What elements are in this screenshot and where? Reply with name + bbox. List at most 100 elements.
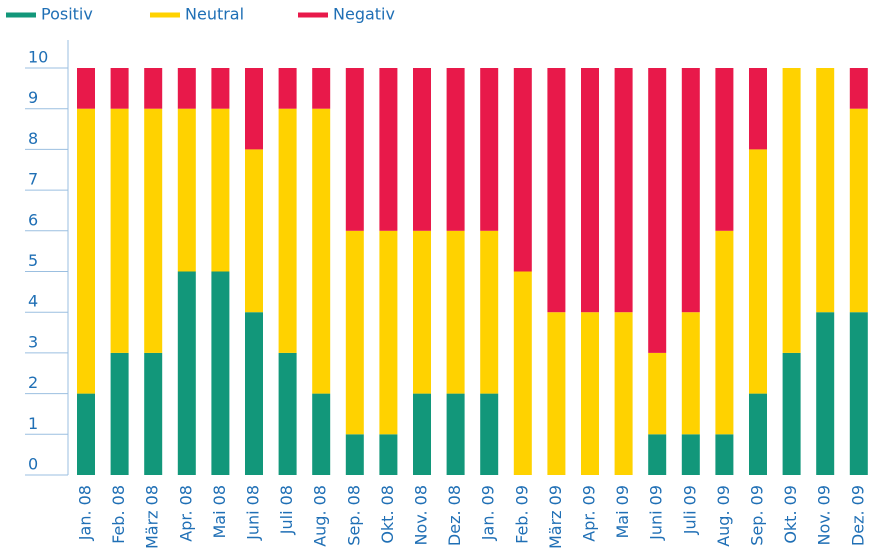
x-tick-label: Apr. 08	[176, 485, 195, 542]
bar-segment	[849, 68, 868, 109]
bar-segment	[110, 68, 129, 109]
bar-segment	[648, 434, 667, 475]
x-tick-label: Dez. 09	[848, 485, 867, 546]
bar-segment	[413, 68, 431, 231]
bar-segment	[513, 68, 532, 272]
bar-segment	[749, 68, 767, 150]
x-tick-label: Sep. 08	[344, 485, 363, 546]
bar-segment	[144, 108, 163, 353]
bar-segment	[413, 393, 431, 475]
x-tick-label: Juni 08	[244, 485, 263, 541]
x-tick-label: Mai 09	[613, 485, 632, 539]
bar-segment	[379, 68, 398, 231]
bar-segment	[749, 393, 767, 475]
x-tick-label: Nov. 08	[412, 485, 431, 546]
bar-segment	[312, 68, 331, 109]
bar-segment	[547, 312, 566, 475]
y-tick-label: 9	[28, 88, 38, 107]
bar-segment	[77, 68, 95, 109]
bar-segment	[110, 108, 129, 353]
y-tick-label: 3	[28, 332, 38, 351]
bar-segment	[715, 434, 734, 475]
bar-segment	[379, 434, 398, 475]
x-tick-label: Feb. 08	[109, 485, 128, 544]
bar-segment	[345, 434, 364, 475]
x-tick-label: Juli 09	[680, 485, 699, 535]
bar-segment	[681, 312, 700, 435]
bar-segment	[480, 68, 499, 231]
bar-segment	[446, 393, 465, 475]
bar-segment	[648, 352, 667, 435]
x-tick-label: Jan. 08	[76, 485, 95, 541]
bar-segment	[110, 352, 129, 475]
bar-segment	[681, 68, 700, 313]
x-tick-label: Juli 08	[277, 485, 296, 535]
bar-segment	[782, 352, 801, 475]
x-tick-label: Aug. 08	[311, 485, 330, 547]
x-tick-label: Juni 09	[647, 485, 666, 541]
x-tick-label: Dez. 08	[445, 485, 464, 546]
x-tick-label: März 09	[546, 485, 565, 549]
bar-segment	[144, 352, 163, 475]
bar-segment	[77, 108, 95, 394]
bar-segment	[816, 68, 835, 313]
legend-label: Positiv	[41, 5, 93, 24]
bar-segment	[211, 68, 230, 109]
x-tick-label: Okt. 09	[781, 485, 800, 544]
y-tick-label: 2	[28, 373, 38, 392]
bar-segment	[749, 149, 767, 394]
bar-segment	[379, 230, 398, 435]
x-tick-label: Okt. 08	[378, 485, 397, 544]
y-tick-label: 8	[28, 129, 38, 148]
bar-segment	[312, 393, 331, 475]
bar-segment	[345, 68, 364, 231]
y-tick-label: 1	[28, 414, 38, 433]
legend-label: Neutral	[185, 5, 244, 24]
bar-segment	[480, 393, 499, 475]
bar-segment	[77, 393, 95, 475]
bar-segment	[681, 434, 700, 475]
bar-segment	[614, 312, 633, 475]
bar-segment	[849, 108, 868, 313]
legend-label: Negativ	[333, 5, 395, 24]
x-tick-label: März 08	[143, 485, 162, 549]
y-tick-label: 0	[28, 455, 38, 474]
bar-segment	[245, 312, 263, 475]
bar-segment	[312, 108, 331, 394]
bar-segment	[278, 68, 297, 109]
bar-segment	[144, 68, 163, 109]
y-tick-label: 10	[28, 48, 48, 67]
bar-segment	[715, 68, 734, 231]
y-tick-label: 6	[28, 210, 38, 229]
bar-segment	[278, 108, 297, 353]
bar-segment	[614, 68, 633, 313]
bar-segment	[278, 352, 297, 475]
bar-segment	[581, 312, 599, 475]
bar-segment	[446, 68, 465, 231]
bar-segment	[816, 312, 835, 475]
bar-segment	[413, 230, 431, 394]
bar-segment	[547, 68, 566, 313]
x-tick-label: Apr. 09	[580, 485, 599, 542]
bar-segment	[177, 108, 196, 272]
bar-segment	[480, 230, 499, 394]
bar-segment	[245, 149, 263, 313]
bar-segment	[211, 108, 230, 272]
bar-segment	[245, 68, 263, 150]
x-tick-label: Jan. 09	[479, 485, 498, 541]
bar-segment	[715, 230, 734, 435]
bar-segment	[513, 271, 532, 475]
bar-segment	[177, 68, 196, 109]
bar-segment	[211, 271, 230, 475]
bar-segment	[581, 68, 599, 313]
bar-segment	[345, 230, 364, 435]
x-tick-label: Feb. 09	[512, 485, 531, 544]
y-tick-label: 7	[28, 170, 38, 189]
x-tick-label: Mai 08	[210, 485, 229, 539]
bar-segment	[849, 312, 868, 475]
bar-segment	[177, 271, 196, 475]
bar-segment	[446, 230, 465, 394]
x-tick-label: Sep. 09	[748, 485, 767, 546]
y-tick-label: 5	[28, 251, 38, 270]
